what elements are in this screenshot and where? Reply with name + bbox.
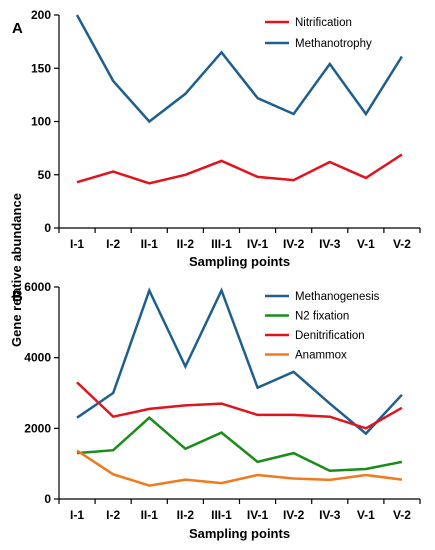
x-tick-label: I-1 xyxy=(70,508,84,522)
series-line-n2-fixation xyxy=(76,416,403,472)
x-tick-label: V-2 xyxy=(393,508,411,522)
x-tick-label: IV-3 xyxy=(319,237,341,251)
x-tick-label: V-1 xyxy=(357,508,375,522)
y-tick-label: 2000 xyxy=(24,421,51,435)
x-tick-label: I-2 xyxy=(106,508,120,522)
series-line-denitrification xyxy=(76,381,403,430)
y-tick-label: 150 xyxy=(31,61,51,75)
x-tick-label: II-1 xyxy=(141,237,159,251)
panel-label: A xyxy=(12,20,23,37)
y-tick-label: 50 xyxy=(38,168,52,182)
panel-label: B xyxy=(12,288,23,305)
x-tick-label: I-1 xyxy=(70,237,84,251)
y-tick-label: 100 xyxy=(31,115,51,129)
panel-b-chart: B 0 2000 4000 6000 I-1 I-2 II-1 II-2 III-1 IV-1 IV-… xyxy=(12,280,421,541)
x-tick-label: V-1 xyxy=(357,237,375,251)
x-tick-label: IV-3 xyxy=(319,508,341,522)
series-line-anammox xyxy=(76,449,403,487)
series-line-methanotrophy xyxy=(75,14,403,124)
x-tick-label: IV-2 xyxy=(283,237,305,251)
y-tick-label: 4000 xyxy=(24,351,51,365)
x-tick-label: III-1 xyxy=(211,237,232,251)
y-tick-label: 200 xyxy=(31,8,51,22)
x-axis-title: Sampling points xyxy=(189,526,290,541)
legend-label: Methanogenesis xyxy=(295,291,380,303)
x-tick-label: I-2 xyxy=(106,237,120,251)
x-tick-label: IV-1 xyxy=(247,237,269,251)
legend-label: N2 fixation xyxy=(295,311,349,323)
x-tick-label: V-2 xyxy=(393,237,411,251)
x-tick-label: IV-2 xyxy=(283,508,305,522)
x-tick-label: III-1 xyxy=(211,508,232,522)
series-line-nitrification xyxy=(76,153,403,185)
y-axis-label: Gene relative abundance xyxy=(9,193,24,347)
panel-a-chart: A 0 50 100 150 200 I-1 I-2 II-1 II-2 III-1 IV-1 IV-2… xyxy=(12,8,421,269)
legend-label: Denitrification xyxy=(295,330,365,342)
series-line-methanogenesis xyxy=(76,287,403,436)
y-tick-label: 0 xyxy=(44,492,51,506)
legend-label: Nitrification xyxy=(295,17,352,29)
x-axis-title: Sampling points xyxy=(189,254,290,269)
x-tick-label: II-2 xyxy=(177,508,195,522)
x-tick-label: II-2 xyxy=(177,237,195,251)
x-tick-label: IV-1 xyxy=(247,508,269,522)
legend-label: Anammox xyxy=(295,350,347,362)
legend-label: Methanotrophy xyxy=(295,38,372,50)
x-tick-label: II-1 xyxy=(141,508,159,522)
y-tick-label: 6000 xyxy=(24,280,51,294)
y-tick-label: 0 xyxy=(44,221,51,235)
